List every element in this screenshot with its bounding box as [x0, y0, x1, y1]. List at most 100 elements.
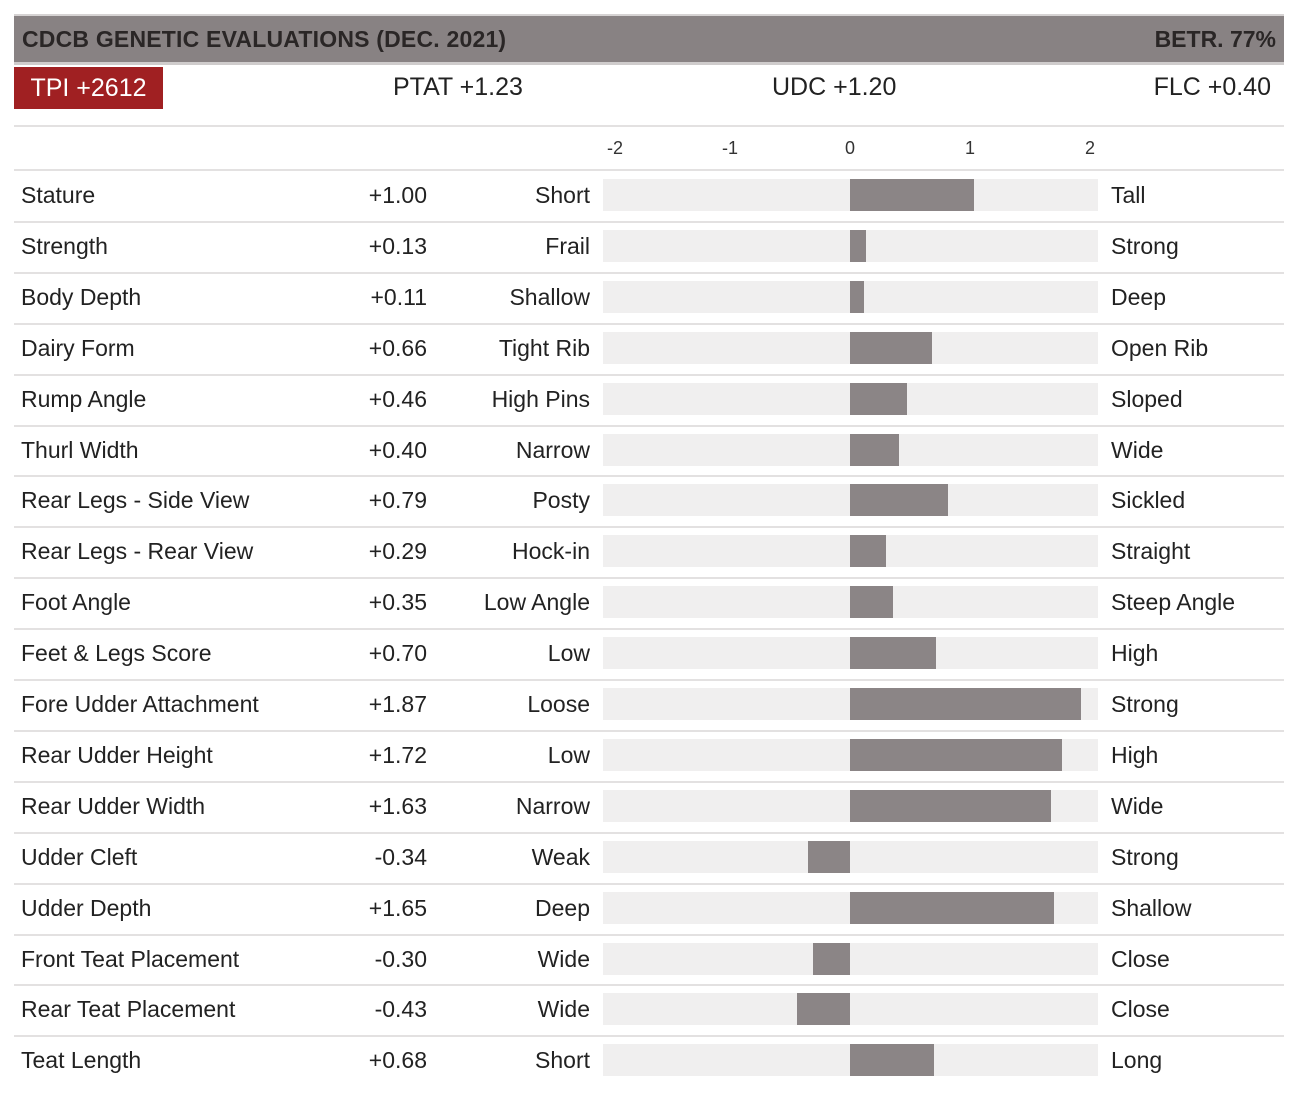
row-divider	[14, 679, 1284, 681]
trait-value: -0.34	[374, 843, 427, 870]
tick-label: 1	[964, 138, 976, 158]
high-label: Steep Angle	[1111, 589, 1236, 616]
value-bar	[850, 586, 894, 619]
tick-label: 0	[844, 138, 856, 158]
value-bar	[808, 840, 850, 873]
high-label: Tall	[1111, 182, 1146, 208]
low-label: Weak	[531, 843, 590, 870]
header-bar: CDCB GENETIC EVALUATIONS (DEC. 2021) BET…	[14, 14, 1284, 62]
trait-name: Foot Angle	[21, 589, 131, 616]
tick-label: -1	[721, 138, 739, 158]
high-label: Long	[1111, 1047, 1163, 1074]
trait-name: Rear Udder Width	[21, 792, 206, 819]
high-label: Sloped	[1111, 385, 1183, 412]
trait-name: Rump Angle	[21, 385, 147, 412]
value-bar	[850, 229, 867, 262]
trait-name: Udder Cleft	[21, 843, 138, 870]
trait-name: Rear Legs - Side View	[21, 487, 250, 514]
value-bar	[850, 1044, 934, 1077]
trait-name: Dairy Form	[21, 334, 135, 361]
trait-value: +1.72	[368, 741, 427, 768]
high-label: Strong	[1111, 691, 1179, 717]
reliability-label: BETR. 77%	[1154, 26, 1276, 52]
trait-value: +0.29	[368, 538, 427, 565]
high-label: Strong	[1111, 843, 1179, 870]
trait-name: Strength	[21, 232, 108, 259]
trait-name: Front Teat Placement	[21, 945, 240, 972]
row-divider	[14, 322, 1284, 325]
trait-value: +0.40	[368, 436, 427, 463]
trait-value: +1.87	[368, 691, 427, 717]
high-label: High	[1111, 640, 1159, 667]
low-label: Frail	[545, 232, 590, 259]
high-label: Sickled	[1111, 487, 1186, 514]
row-divider	[14, 475, 1284, 478]
high-label: Strong	[1111, 232, 1179, 259]
summary-divider	[14, 125, 1284, 127]
low-label: Shallow	[509, 283, 590, 310]
low-label: Low Angle	[483, 589, 590, 616]
value-bar	[850, 179, 974, 211]
trait-value: +0.35	[368, 589, 427, 616]
flc-summary: FLC +0.40	[1153, 73, 1271, 101]
value-bar	[850, 738, 1063, 771]
trait-value: +1.65	[368, 894, 427, 921]
low-label: Loose	[527, 691, 590, 717]
value-bar	[850, 382, 907, 415]
trait-name: Udder Depth	[21, 894, 152, 921]
row-divider	[14, 424, 1284, 427]
high-label: High	[1111, 741, 1159, 768]
trait-name: Stature	[21, 182, 96, 208]
bar-track	[603, 840, 1098, 873]
ptat-summary: PTAT +1.23	[393, 73, 523, 101]
low-label: Low	[547, 640, 590, 667]
low-label: Tight Rib	[498, 334, 590, 361]
low-label: Hock-in	[512, 538, 590, 565]
udc-summary: UDC +1.20	[772, 73, 897, 101]
row-divider	[14, 271, 1284, 274]
trait-value: +0.79	[368, 487, 427, 514]
trait-value: +1.63	[368, 792, 427, 819]
value-bar	[812, 942, 850, 975]
value-bar	[850, 535, 886, 568]
trait-name: Fore Udder Attachment	[21, 691, 259, 717]
high-label: Wide	[1111, 436, 1164, 463]
page-title: CDCB GENETIC EVALUATIONS (DEC. 2021)	[22, 26, 507, 52]
high-label: Close	[1111, 996, 1170, 1023]
trait-name: Teat Length	[21, 1047, 142, 1074]
value-bar	[850, 789, 1052, 822]
trait-value: -0.30	[374, 945, 427, 972]
tpi-badge: TPI +2612	[14, 67, 163, 109]
high-label: Shallow	[1111, 894, 1192, 921]
low-label: Deep	[535, 894, 590, 921]
high-label: Open Rib	[1111, 334, 1209, 361]
bar-track	[603, 942, 1098, 975]
header-divider	[14, 62, 1284, 65]
high-label: Straight	[1111, 538, 1191, 565]
trait-value: +1.00	[368, 182, 427, 208]
row-divider	[14, 577, 1284, 580]
bar-track	[603, 993, 1098, 1026]
row-divider	[14, 220, 1284, 223]
row-divider	[14, 882, 1284, 885]
row-divider	[14, 729, 1284, 732]
trait-name: Thurl Width	[21, 436, 139, 463]
value-bar	[850, 688, 1081, 720]
trait-value: +0.68	[368, 1047, 427, 1074]
trait-value: -0.43	[374, 996, 427, 1023]
trait-name: Rear Legs - Rear View	[21, 538, 254, 565]
low-label: Wide	[537, 945, 590, 972]
row-divider	[14, 526, 1284, 529]
row-divider	[14, 373, 1284, 376]
value-bar	[850, 280, 864, 313]
low-label: Posty	[532, 487, 590, 514]
row-divider	[14, 984, 1284, 987]
value-bar	[850, 891, 1054, 924]
value-bar	[796, 993, 850, 1026]
row-divider	[14, 628, 1284, 631]
trait-value: +0.46	[368, 385, 427, 412]
low-label: Low	[547, 741, 590, 768]
low-label: Narrow	[515, 792, 590, 819]
trait-value: +0.70	[368, 640, 427, 667]
